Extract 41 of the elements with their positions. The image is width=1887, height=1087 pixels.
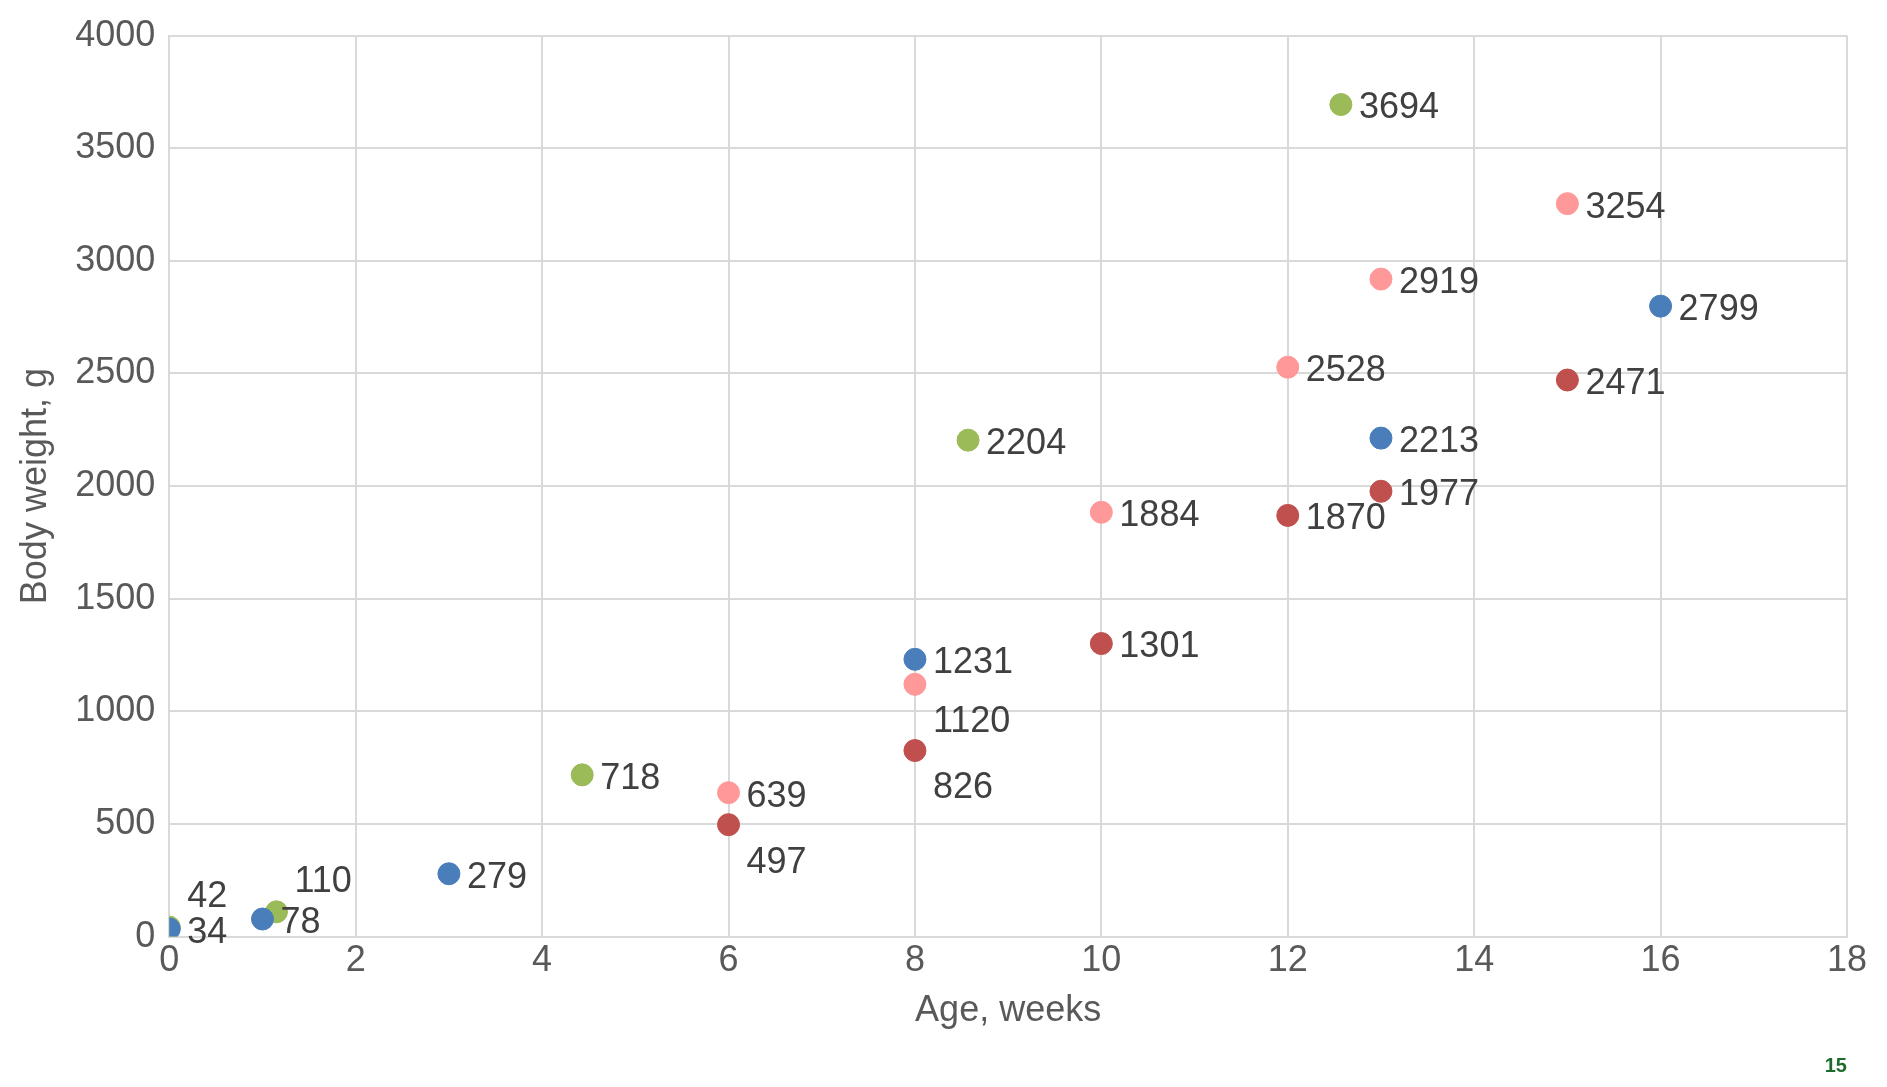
data-label: 110 [294,858,352,900]
y-tick-label: 3500 [75,125,156,167]
data-label: 1231 [932,640,1014,682]
x-tick-label: 6 [718,938,739,980]
y-tick-label: 1500 [75,575,156,617]
data-label: 2528 [1305,348,1386,390]
x-tick-label: 2 [345,938,366,980]
y-tick-label: 2000 [75,463,156,505]
x-tick-label: 16 [1640,938,1681,980]
data-label: 826 [932,765,994,807]
x-tick-label: 14 [1454,938,1495,980]
y-tick-label: 4000 [75,12,156,54]
data-label: 3254 [1585,184,1666,226]
y-tick-label: 1000 [75,688,156,730]
x-tick-label: 8 [904,938,925,980]
y-tick-label: 2500 [75,350,156,392]
y-tick-label: 3000 [75,237,156,279]
data-label: 2213 [1398,419,1480,461]
data-label: 3694 [1358,85,1439,127]
x-tick-label: 10 [1081,938,1122,980]
x-axis-title: Age, weeks [915,988,1102,1030]
x-tick-label: 4 [532,938,553,980]
data-label: 639 [746,773,807,815]
x-tick-label: 18 [1826,938,1868,980]
data-label: 718 [600,755,661,797]
data-label: 2799 [1678,287,1759,329]
data-label: 2471 [1585,360,1666,402]
data-label: 2204 [986,421,1067,463]
y-tick-label: 500 [95,800,156,842]
data-label: 1884 [1119,493,1200,535]
data-label: 497 [746,839,807,881]
data-label: 1870 [1305,496,1386,538]
data-label: 1120 [932,699,1011,741]
text: 15 [1824,1054,1847,1077]
data-label: 2919 [1398,260,1480,302]
data-label: 1977 [1398,472,1480,514]
x-tick-label: 12 [1267,938,1308,980]
data-label: 78 [280,899,321,941]
data-label: 1301 [1119,624,1200,666]
y-axis-title: Body weight, g [12,368,54,605]
data-label: 279 [466,854,527,896]
